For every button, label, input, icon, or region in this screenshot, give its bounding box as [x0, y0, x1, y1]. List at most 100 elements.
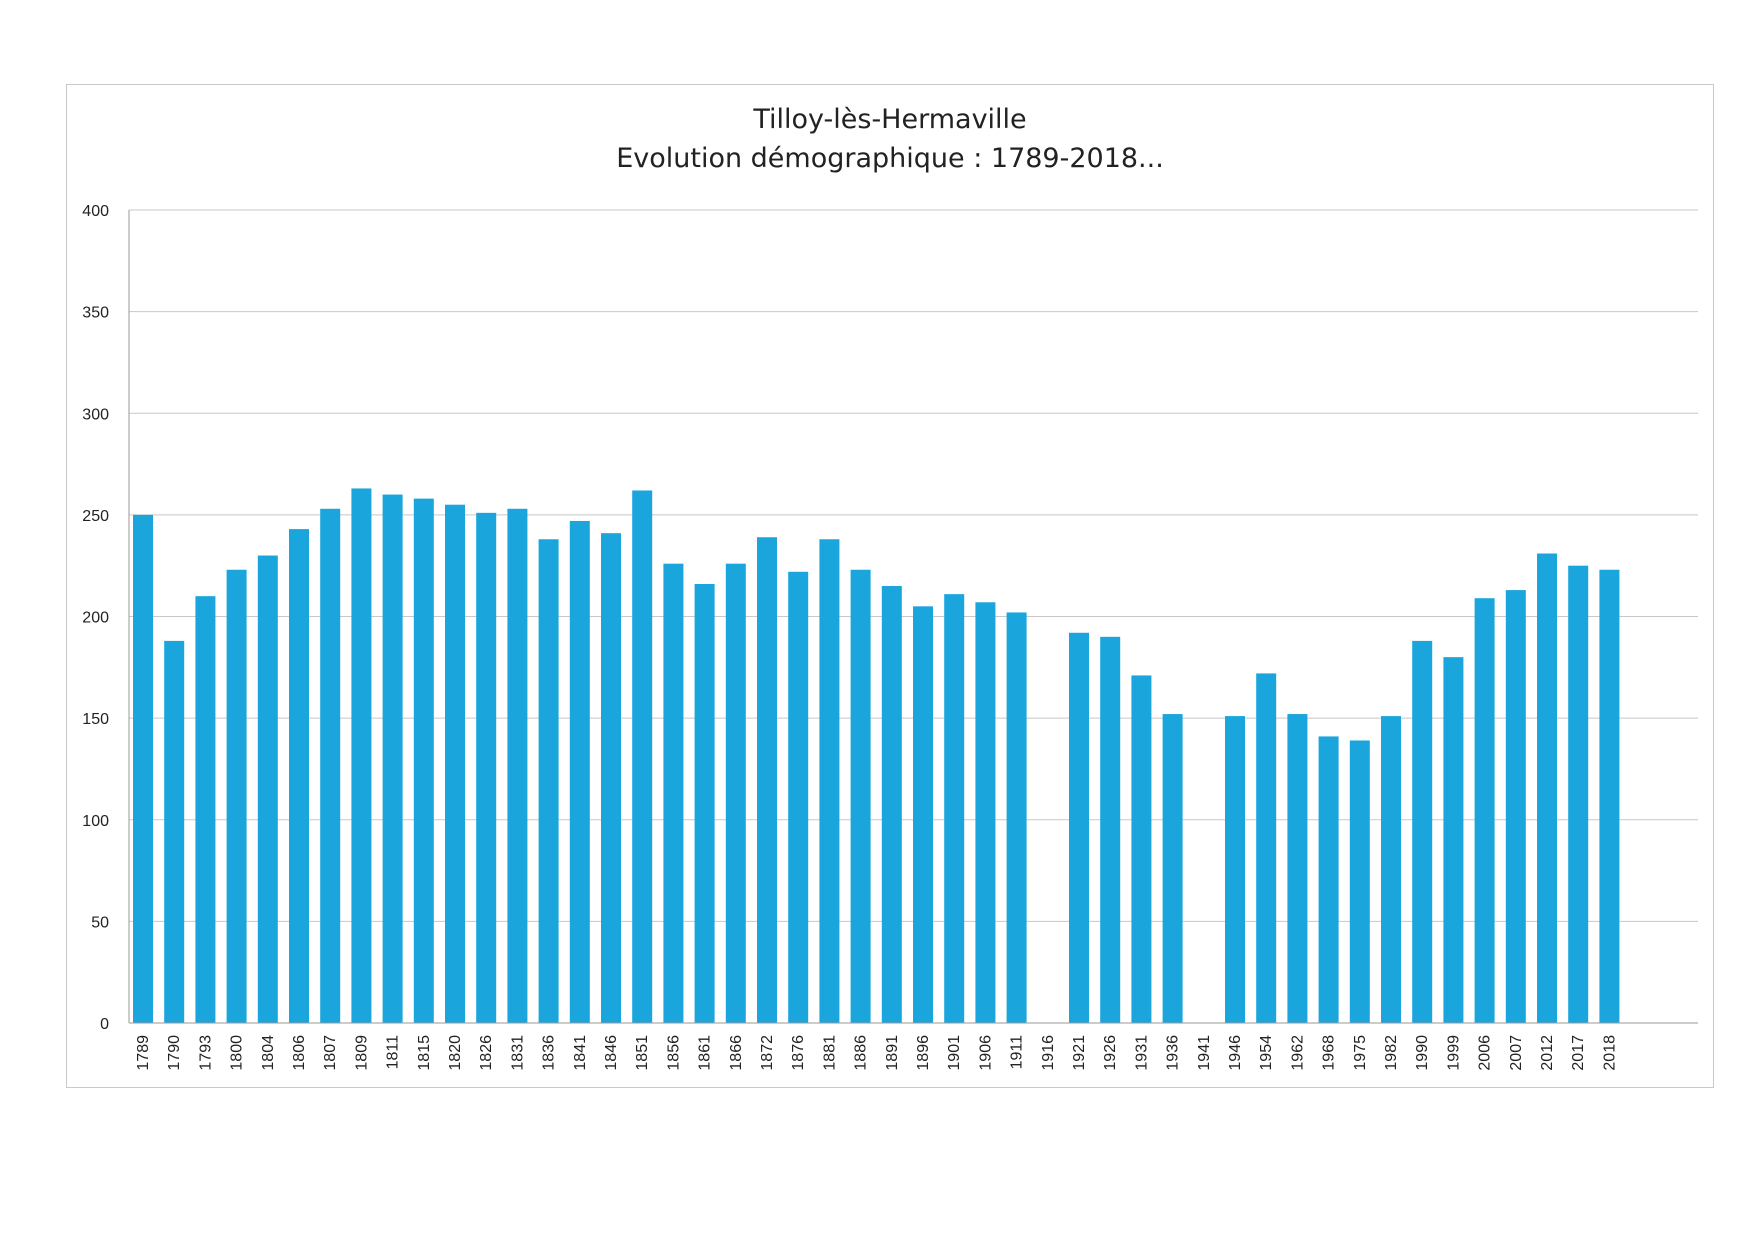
- x-tick-label: 1807: [322, 1035, 339, 1071]
- x-tick-label: 1861: [697, 1035, 714, 1071]
- bar-1990: [1412, 640, 1433, 1023]
- bar-2006: [1474, 598, 1495, 1023]
- bar-1872: [757, 537, 777, 1023]
- bars: [133, 488, 1620, 1024]
- bar-1886: [850, 569, 871, 1023]
- x-tick-label: 1809: [353, 1035, 370, 1071]
- x-tick-label: 1800: [229, 1035, 246, 1071]
- x-tick-label: 1936: [1165, 1035, 1182, 1071]
- x-tick-label: 1793: [197, 1035, 214, 1071]
- y-tick-label: 400: [82, 203, 109, 220]
- bar-1931: [1131, 675, 1152, 1023]
- x-tick-label: 1975: [1352, 1035, 1369, 1071]
- bar-1954: [1256, 673, 1277, 1023]
- x-tick-label: 1872: [759, 1035, 776, 1071]
- x-tick-label: 1811: [385, 1035, 402, 1070]
- chart-title-line-2: Evolution démographique : 1789-2018...: [616, 143, 1164, 174]
- x-tick-label: 1906: [977, 1035, 994, 1071]
- population-bar-chart: Tilloy-lès-Hermaville Evolution démograp…: [82, 104, 1698, 1071]
- bar-1841: [569, 520, 590, 1023]
- bar-2017: [1568, 565, 1589, 1023]
- bar-2012: [1537, 553, 1557, 1023]
- x-tick-label: 1851: [634, 1035, 651, 1071]
- bar-1891: [881, 586, 902, 1023]
- bar-1926: [1100, 636, 1121, 1023]
- x-tick-label: 1941: [1196, 1035, 1213, 1071]
- bar-1946: [1225, 716, 1245, 1023]
- bar-1846: [601, 533, 621, 1023]
- x-tick-label: 1901: [946, 1035, 963, 1071]
- x-tick-label: 1990: [1414, 1035, 1431, 1071]
- bar-1800: [226, 569, 247, 1023]
- x-tick-label: 1954: [1258, 1035, 1275, 1071]
- bar-1811: [382, 494, 403, 1023]
- y-tick-label: 150: [82, 711, 109, 728]
- x-tick-label: 2017: [1570, 1035, 1587, 1071]
- x-tick-label: 1856: [665, 1035, 682, 1071]
- x-tick-label: 1841: [572, 1035, 589, 1071]
- bar-1866: [725, 563, 746, 1023]
- bar-1982: [1381, 716, 1401, 1023]
- x-tick-label: 2018: [1601, 1035, 1618, 1071]
- bar-2007: [1505, 590, 1526, 1023]
- bar-1790: [164, 640, 185, 1023]
- bar-1804: [257, 555, 278, 1023]
- bar-1901: [944, 594, 965, 1023]
- bar-1861: [694, 583, 715, 1023]
- x-tick-label: 2007: [1508, 1035, 1525, 1071]
- x-tick-label: 1931: [1133, 1035, 1150, 1071]
- y-tick-label: 250: [82, 508, 109, 525]
- x-tick-label: 1826: [478, 1035, 495, 1071]
- bar-1999: [1443, 657, 1464, 1023]
- bar-1921: [1069, 632, 1089, 1023]
- x-tick-label: 1982: [1383, 1035, 1400, 1071]
- y-tick-label: 200: [82, 610, 109, 627]
- y-tick-label: 350: [82, 305, 109, 322]
- bar-1962: [1287, 714, 1308, 1023]
- y-axis-tick-labels: 0 50 100 150 200 250 300 350 400: [82, 203, 109, 1033]
- bar-1881: [819, 539, 840, 1023]
- bar-1809: [351, 488, 372, 1023]
- x-tick-label: 2006: [1477, 1035, 1494, 1071]
- x-tick-label: 2012: [1539, 1035, 1556, 1071]
- bar-1911: [1006, 612, 1027, 1023]
- bar-1831: [507, 508, 528, 1024]
- x-tick-label: 1806: [291, 1035, 308, 1071]
- bar-1851: [632, 490, 653, 1023]
- bar-1806: [289, 529, 309, 1023]
- x-tick-label: 1916: [1040, 1035, 1057, 1071]
- y-tick-label: 300: [82, 406, 109, 423]
- bar-1826: [476, 512, 497, 1023]
- x-tick-label: 1866: [728, 1035, 745, 1071]
- bar-1975: [1349, 740, 1370, 1023]
- x-tick-label: 1921: [1071, 1035, 1088, 1071]
- x-tick-label: 1836: [541, 1035, 558, 1071]
- x-tick-label: 1820: [447, 1035, 464, 1071]
- x-tick-label: 1946: [1227, 1035, 1244, 1071]
- y-tick-label: 100: [82, 813, 109, 830]
- x-tick-label: 1789: [135, 1035, 152, 1071]
- y-tick-label: 0: [100, 1016, 109, 1033]
- y-tick-label: 50: [91, 914, 109, 931]
- x-tick-label: 1911: [1009, 1035, 1026, 1070]
- bar-1807: [320, 508, 341, 1024]
- x-tick-label: 1804: [260, 1035, 277, 1071]
- chart-title-line-1: Tilloy-lès-Hermaville: [752, 104, 1026, 135]
- x-tick-label: 1968: [1321, 1035, 1338, 1071]
- x-tick-label: 1846: [603, 1035, 620, 1071]
- bar-1836: [538, 539, 559, 1023]
- bar-1968: [1318, 736, 1339, 1023]
- x-tick-label: 1876: [790, 1035, 807, 1071]
- bar-1876: [788, 571, 809, 1023]
- x-tick-label: 1896: [915, 1035, 932, 1071]
- x-tick-label: 1926: [1102, 1035, 1119, 1071]
- x-tick-label: 1831: [509, 1035, 526, 1071]
- chart-frame: Tilloy-lès-Hermaville Evolution démograp…: [66, 84, 1714, 1088]
- x-tick-label: 1881: [821, 1035, 838, 1071]
- x-tick-label: 1815: [416, 1035, 433, 1071]
- x-tick-label: 1886: [853, 1035, 870, 1071]
- x-tick-label: 1962: [1289, 1035, 1306, 1071]
- bar-1896: [913, 606, 933, 1023]
- x-tick-label: 1999: [1445, 1035, 1462, 1071]
- x-tick-label: 1891: [884, 1035, 901, 1071]
